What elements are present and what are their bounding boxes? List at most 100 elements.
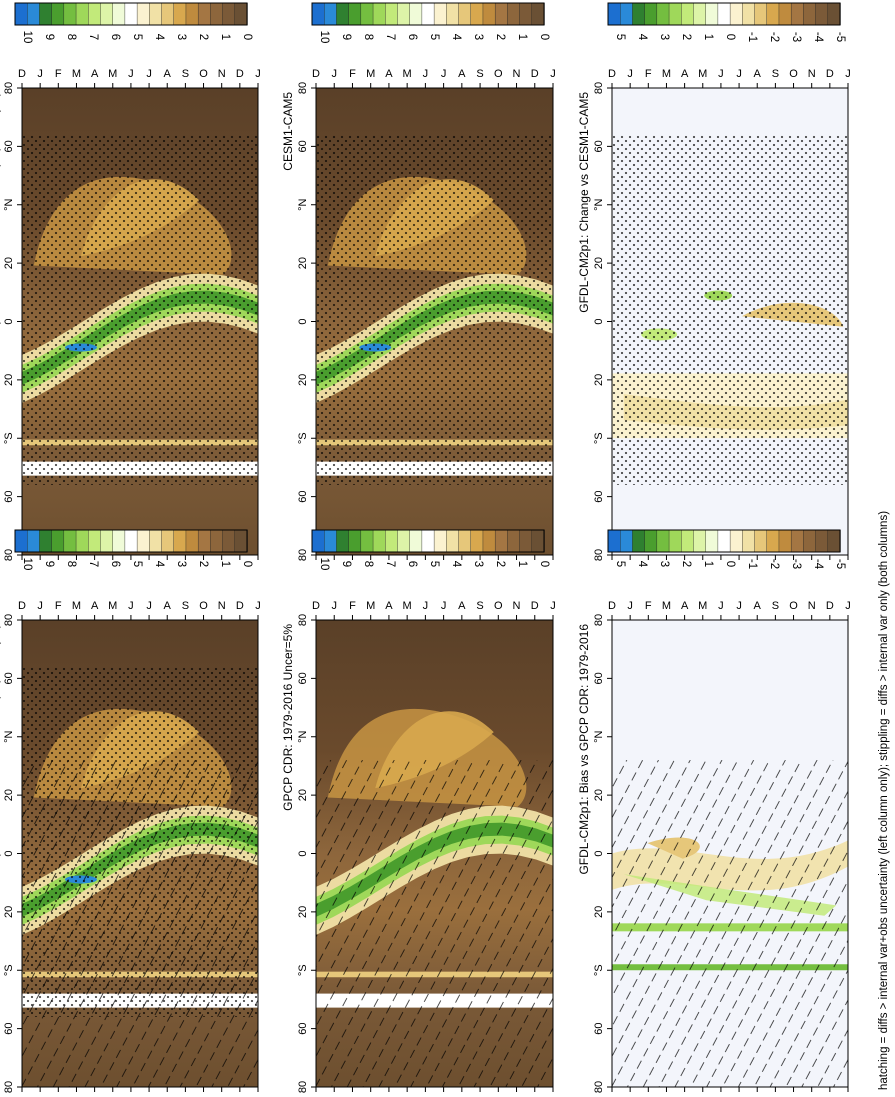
x-tick-label: N bbox=[808, 68, 816, 80]
colorbar-label: 4 bbox=[636, 561, 648, 568]
colorbar-swatch bbox=[421, 529, 435, 553]
colorbar-label: -5 bbox=[834, 32, 846, 42]
x-tick-label: J bbox=[37, 600, 43, 612]
colorbar-swatch bbox=[656, 529, 670, 553]
colorbar-swatch bbox=[482, 529, 496, 553]
colorbar-swatch bbox=[693, 2, 707, 26]
x-tick-label: J bbox=[423, 68, 429, 80]
colorbar-swatch bbox=[827, 2, 841, 26]
colorbar-swatch bbox=[803, 529, 817, 553]
x-tick-label: A bbox=[458, 600, 466, 612]
colorbar-swatch bbox=[100, 529, 114, 553]
x-tick-label: M bbox=[366, 600, 375, 612]
colorbar-swatch bbox=[39, 529, 53, 553]
colorbar-label: 3 bbox=[658, 34, 670, 40]
colorbar-label: 8 bbox=[65, 561, 77, 567]
colorbar-label: 3 bbox=[658, 561, 670, 567]
x-tick-label: A bbox=[385, 600, 393, 612]
y-tick-label: 60 bbox=[593, 491, 605, 503]
y-tick-label: 80 bbox=[593, 549, 605, 561]
colorbar-swatch bbox=[778, 2, 792, 26]
colorbar-label: -2 bbox=[768, 559, 780, 569]
colorbar-swatch bbox=[482, 2, 496, 26]
hatching-overlay bbox=[316, 760, 553, 1087]
colorbar-label: 1 bbox=[702, 34, 714, 40]
x-tick-label: J bbox=[718, 600, 724, 612]
colorbar-swatch bbox=[124, 2, 138, 26]
colorbar-swatch bbox=[372, 2, 386, 26]
colorbar-swatch bbox=[754, 529, 768, 553]
colorbar-p1: 10 9 8 7 6 5 4 3 2 1 0 bbox=[14, 529, 253, 570]
colorbar-swatch bbox=[222, 2, 236, 26]
colorbar-label: 10 bbox=[21, 31, 33, 44]
x-tick-label: N bbox=[218, 68, 226, 80]
colorbar-swatch bbox=[507, 2, 521, 26]
x-tick-label: F bbox=[349, 68, 356, 80]
colorbar-label: 1 bbox=[219, 34, 231, 40]
y-tick-label: °S bbox=[297, 964, 309, 976]
x-tick-label: J bbox=[718, 68, 724, 80]
colorbar-swatch bbox=[693, 529, 707, 553]
x-tick-label: A bbox=[91, 600, 99, 612]
colorbar-label: -1 bbox=[746, 559, 758, 569]
panel-title: CESM1-CAM5 bbox=[281, 92, 295, 171]
y-tick-label: 20 bbox=[297, 374, 309, 386]
colorbar-swatch bbox=[51, 529, 65, 553]
x-tick-label: O bbox=[199, 68, 208, 80]
colorbar-label: 2 bbox=[197, 561, 209, 567]
x-tick-label: M bbox=[72, 600, 81, 612]
x-tick-label: A bbox=[164, 600, 172, 612]
y-tick-label: 60 bbox=[593, 1023, 605, 1035]
x-tick-label: A bbox=[164, 68, 172, 80]
colorbar-label: 3 bbox=[472, 34, 484, 40]
y-tick-label: 20 bbox=[297, 257, 309, 269]
y-tick-label: 80 bbox=[3, 549, 15, 561]
x-tick-label: J bbox=[550, 68, 556, 80]
y-tick-label: 20 bbox=[3, 374, 15, 386]
panel-title: GFDL-CM2p1: Bias vs GPCP CDR: 1979-2016 bbox=[577, 624, 591, 875]
colorbar-swatch bbox=[348, 2, 362, 26]
y-tick-label: 80 bbox=[297, 549, 309, 561]
colorbar-swatch bbox=[620, 529, 634, 553]
x-tick-label: J bbox=[255, 68, 261, 80]
x-tick-label: A bbox=[754, 68, 762, 80]
colorbar-swatch bbox=[815, 529, 829, 553]
x-tick-label: J bbox=[331, 600, 337, 612]
colorbar-swatch bbox=[234, 2, 248, 26]
y-tick-label: 0 bbox=[3, 318, 15, 324]
colorbar-label: 0 bbox=[538, 561, 550, 567]
colorbar-swatch bbox=[766, 2, 780, 26]
colorbar-swatch bbox=[668, 2, 682, 26]
x-tick-label: D bbox=[236, 600, 244, 612]
colorbar-label: 6 bbox=[109, 561, 121, 567]
colorbar-label: 6 bbox=[406, 34, 418, 40]
colorbar-label: 5 bbox=[428, 34, 440, 40]
colorbar-frame bbox=[14, 529, 248, 553]
colorbar-label: 2 bbox=[680, 561, 692, 567]
y-tick-label: 60 bbox=[3, 1023, 15, 1035]
x-tick-label: J bbox=[627, 600, 633, 612]
colorbar-swatch bbox=[385, 2, 399, 26]
colorbar-label: 2 bbox=[494, 561, 506, 567]
colorbar-label: -3 bbox=[790, 559, 802, 569]
colorbar-frame bbox=[311, 2, 545, 26]
figure-footnote: hatching = diffs > internal var+obs unce… bbox=[878, 511, 890, 1090]
x-tick-label: A bbox=[681, 600, 689, 612]
y-tick-label: 80 bbox=[593, 82, 605, 94]
y-tick-label: 0 bbox=[3, 850, 15, 856]
colorbar-swatch bbox=[234, 529, 248, 553]
colorbar-swatch bbox=[778, 529, 792, 553]
y-tick-label: 60 bbox=[297, 1023, 309, 1035]
x-tick-label: J bbox=[128, 68, 134, 80]
colorbar-label: 8 bbox=[362, 561, 374, 567]
y-tick-label: 0 bbox=[593, 318, 605, 324]
panel-p1: DJFMAMJJASONDJ8060°N20020°S6080GFDL-CM2p… bbox=[0, 600, 261, 1093]
colorbar-swatch bbox=[210, 2, 224, 26]
colorbar-swatch bbox=[656, 2, 670, 26]
x-tick-label: O bbox=[494, 600, 503, 612]
colorbar-label: 7 bbox=[384, 34, 396, 40]
colorbar-label: -4 bbox=[812, 32, 824, 43]
y-tick-label: 20 bbox=[297, 789, 309, 801]
x-tick-label: F bbox=[645, 600, 652, 612]
